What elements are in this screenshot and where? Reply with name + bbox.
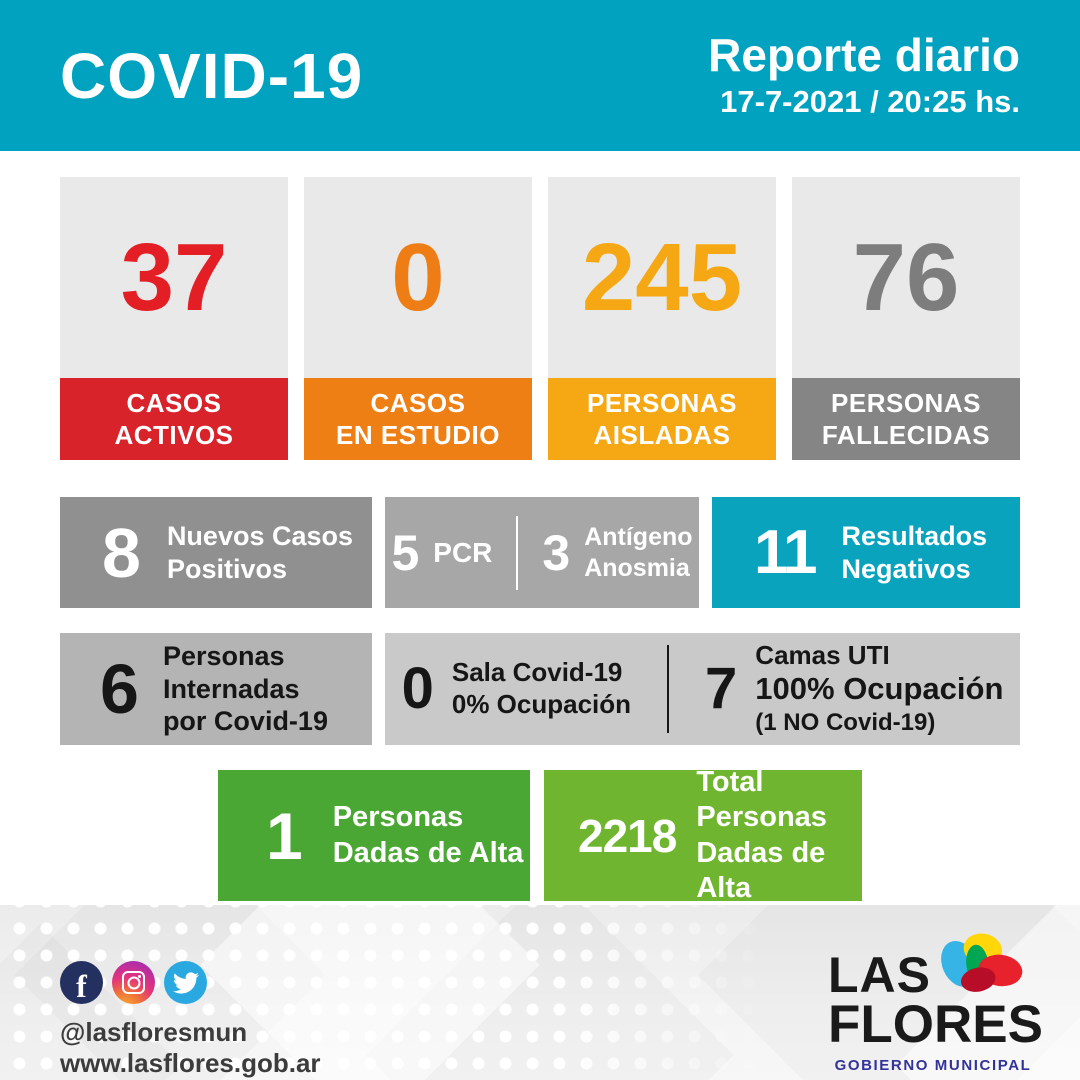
social-handle[interactable]: @lasfloresmun xyxy=(60,1017,248,1047)
logo-text-flores: FLORES xyxy=(828,995,1043,1054)
pcr-value: 5 xyxy=(391,524,420,581)
covid-ward-value: 0 xyxy=(401,656,434,721)
report-datetime: 17-7-2021 / 20:25 hs. xyxy=(720,83,1020,119)
flower-logo-icon xyxy=(935,927,1027,1006)
casos-activos-value: 37 xyxy=(120,223,228,331)
covid-ward-label: Sala Covid-19 0% Ocupación xyxy=(451,657,632,719)
antigen-value: 3 xyxy=(542,524,571,581)
admitted-label: Personas Internadas por Covid-19 xyxy=(162,640,328,737)
social-icons-row: f xyxy=(60,961,321,1004)
new-positive-label: Nuevos Casos Positivos xyxy=(166,520,354,584)
discharged-today-box: 1 Personas Dadas de Alta xyxy=(218,770,530,901)
footer-contact: f @lasfloresmun www.lasflores.gob.ar xyxy=(60,961,321,1079)
discharged-row: 1 Personas Dadas de Alta 2218 Total Pers… xyxy=(60,766,1020,904)
icu-label: Camas UTI 100% Ocupación (1 NO Covid-19) xyxy=(755,640,1003,738)
discharged-total-box: 2218 Total Personas Dadas de Alta xyxy=(544,766,862,904)
twitter-icon[interactable] xyxy=(164,961,207,1004)
discharged-total-value: 2218 xyxy=(578,809,677,862)
results-row: 8 Nuevos Casos Positivos 5 PCR 3 Antígen… xyxy=(60,497,1020,608)
admitted-value: 6 xyxy=(100,650,139,728)
logo-subtitle: GOBIERNO MUNICIPAL xyxy=(834,1057,1032,1074)
personas-fallecidas-value: 76 xyxy=(852,223,960,331)
divider xyxy=(667,645,670,733)
tests-breakdown-box: 5 PCR 3 Antígeno Anosmia xyxy=(385,497,699,608)
icu-value: 7 xyxy=(705,656,738,721)
logo-text-las: LAS xyxy=(828,947,931,1003)
icu-label-line1: Camas UTI xyxy=(755,640,890,671)
divider xyxy=(516,515,519,590)
casos-activos-label: CASOS ACTIVOS xyxy=(60,378,288,460)
antigen-label: Antígeno Anosmia xyxy=(584,523,693,582)
admitted-box: 6 Personas Internadas por Covid-19 xyxy=(60,633,372,745)
negative-results-value: 11 xyxy=(754,517,818,587)
page-title: COVID-19 xyxy=(60,39,364,112)
negative-results-box: 11 Resultados Negativos xyxy=(712,497,1020,608)
hospital-row: 6 Personas Internadas por Covid-19 0 Sal… xyxy=(60,633,1020,745)
discharged-today-label: Personas Dadas de Alta xyxy=(332,801,524,869)
card-personas-aisladas: 245 PERSONAS AISLADAS xyxy=(548,177,776,460)
header-bar: COVID-19 Reporte diario 17-7-2021 / 20:2… xyxy=(0,0,1080,151)
card-casos-activos: 37 CASOS ACTIVOS xyxy=(60,177,288,460)
instagram-icon[interactable] xyxy=(112,961,155,1004)
personas-fallecidas-label: PERSONAS FALLECIDAS xyxy=(792,378,1020,460)
casos-en-estudio-value: 0 xyxy=(391,223,445,331)
report-title: Reporte diario xyxy=(708,29,1020,82)
card-personas-fallecidas: 76 PERSONAS FALLECIDAS xyxy=(792,177,1020,460)
negative-results-label: Resultados Negativos xyxy=(841,520,988,584)
card-casos-en-estudio: 0 CASOS EN ESTUDIO xyxy=(304,177,532,460)
icu-label-line2: 100% Ocupación xyxy=(755,670,1004,706)
report-info: Reporte diario 17-7-2021 / 20:25 hs. xyxy=(708,31,1020,119)
new-positive-cases-box: 8 Nuevos Casos Positivos xyxy=(60,497,372,608)
wards-occupancy-box: 0 Sala Covid-19 0% Ocupación 7 Camas UTI… xyxy=(385,633,1020,745)
new-positive-value: 8 xyxy=(102,513,141,592)
footer: f @lasfloresmun www.lasflores.gob.ar LAS xyxy=(0,905,1080,1080)
stat-cards-row: 37 CASOS ACTIVOS 0 CASOS EN ESTUDIO 245 … xyxy=(60,177,1020,460)
pcr-label: PCR xyxy=(433,536,493,568)
discharged-total-label: Total Personas Dadas de Alta xyxy=(696,765,827,904)
personas-aisladas-label: PERSONAS AISLADAS xyxy=(548,378,776,460)
icu-label-line3: (1 NO Covid-19) xyxy=(755,709,936,737)
discharged-today-value: 1 xyxy=(266,798,303,873)
website-url[interactable]: www.lasflores.gob.ar xyxy=(60,1048,321,1079)
casos-en-estudio-label: CASOS EN ESTUDIO xyxy=(304,378,532,460)
municipal-logo: LAS FLORES GOBIERNO MUNICIPAL xyxy=(828,927,1043,1074)
facebook-icon[interactable]: f xyxy=(60,961,103,1004)
personas-aisladas-value: 245 xyxy=(581,223,743,331)
